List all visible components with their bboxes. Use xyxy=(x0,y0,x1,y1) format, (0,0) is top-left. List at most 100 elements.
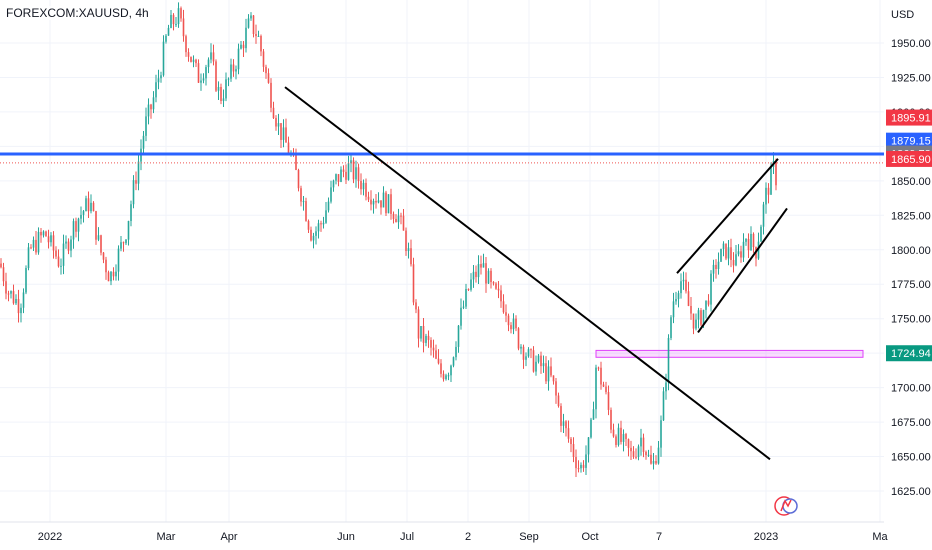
candle xyxy=(717,252,720,275)
candle xyxy=(675,291,677,305)
trend-line xyxy=(284,86,771,461)
candle xyxy=(157,69,160,90)
candle xyxy=(270,78,272,113)
candle xyxy=(195,58,197,68)
candle xyxy=(720,248,722,263)
candle xyxy=(197,59,200,84)
candle xyxy=(677,290,680,308)
candle xyxy=(217,81,220,101)
candle xyxy=(260,34,262,57)
candle xyxy=(37,227,40,255)
candle xyxy=(732,252,735,273)
candle xyxy=(170,9,172,29)
candle xyxy=(762,201,765,235)
candle xyxy=(655,455,657,465)
candle xyxy=(410,239,412,267)
candle xyxy=(147,98,150,125)
candle xyxy=(277,113,280,135)
candle xyxy=(265,64,267,79)
candle xyxy=(640,428,642,456)
candle xyxy=(242,41,245,58)
candle xyxy=(230,58,232,82)
currency-label: USD xyxy=(891,9,914,21)
candle xyxy=(292,148,295,157)
candle xyxy=(582,460,585,472)
candle xyxy=(405,227,407,256)
candle xyxy=(75,217,77,238)
candle xyxy=(550,357,552,378)
candle xyxy=(355,160,357,188)
candle xyxy=(760,224,762,242)
candle xyxy=(7,290,10,302)
candle xyxy=(0,258,2,269)
candle xyxy=(477,255,480,285)
candle xyxy=(647,449,650,457)
candles xyxy=(0,2,777,478)
candle xyxy=(102,252,105,264)
candle xyxy=(337,174,340,187)
candle xyxy=(727,239,730,266)
candle xyxy=(600,361,602,390)
candle xyxy=(257,30,260,37)
svg-text:1895.91: 1895.91 xyxy=(891,113,931,125)
candle xyxy=(485,257,487,293)
y-tick-label: 1950.00 xyxy=(891,38,931,50)
candle xyxy=(447,372,450,381)
candle xyxy=(387,194,390,214)
candle xyxy=(540,351,542,374)
svg-text:1865.90: 1865.90 xyxy=(891,154,931,166)
candle xyxy=(330,180,332,204)
candle xyxy=(377,192,380,204)
candle xyxy=(495,282,497,290)
candle xyxy=(407,242,410,259)
candle xyxy=(497,280,500,299)
x-axis[interactable]: 2022 Mar Apr Jun Jul 2 Sep Oct 7 2023 Ma xyxy=(0,521,889,543)
candle xyxy=(570,436,572,453)
y-axis[interactable]: USD1950.001925.001900.001875.001850.0018… xyxy=(891,9,931,498)
candle xyxy=(310,226,312,242)
candle xyxy=(685,272,687,294)
candle xyxy=(295,148,297,171)
candle xyxy=(632,446,635,459)
candle xyxy=(595,364,597,419)
y-tick-label: 1800.00 xyxy=(891,245,931,257)
candle xyxy=(445,373,447,381)
candle xyxy=(460,298,462,330)
candle xyxy=(775,158,777,191)
candle xyxy=(322,216,325,229)
candle xyxy=(285,118,287,143)
candle xyxy=(90,194,92,214)
candle xyxy=(650,445,652,465)
candle xyxy=(315,226,317,245)
candle xyxy=(415,299,417,314)
candle xyxy=(10,290,12,299)
candle xyxy=(440,359,442,378)
events-icon[interactable] xyxy=(774,496,798,516)
candle xyxy=(552,375,555,385)
candle xyxy=(65,235,67,249)
candle xyxy=(492,281,495,286)
price-badge: 1865.90 xyxy=(886,150,932,167)
channel-lower xyxy=(697,207,788,334)
candle xyxy=(412,257,415,306)
candle xyxy=(185,34,187,57)
candle xyxy=(547,360,550,391)
candle xyxy=(135,171,137,191)
candle xyxy=(620,420,622,445)
x-tick-label: 2 xyxy=(465,531,471,543)
candle xyxy=(207,57,210,74)
candle xyxy=(690,297,692,320)
candle xyxy=(2,262,5,287)
candle xyxy=(395,214,397,223)
candle xyxy=(722,241,725,257)
candle xyxy=(572,437,575,463)
candle xyxy=(757,232,760,260)
candle xyxy=(392,211,395,224)
y-tick-label: 1650.00 xyxy=(891,452,931,464)
candle xyxy=(502,294,505,314)
candle xyxy=(705,300,707,319)
candle xyxy=(750,226,752,251)
candle xyxy=(627,438,630,457)
